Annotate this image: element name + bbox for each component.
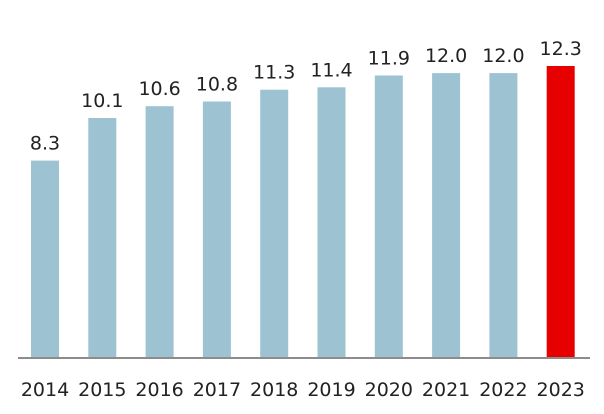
x-tick-label-2014: 2014 [21, 379, 69, 401]
bar-2021 [432, 73, 461, 357]
value-label-2018: 11.3 [253, 62, 295, 84]
value-label-2014: 8.3 [30, 133, 60, 155]
value-label-2022: 12.0 [482, 45, 524, 67]
x-tick-label-2020: 2020 [365, 379, 413, 401]
value-label-2016: 10.6 [138, 78, 180, 100]
value-label-2021: 12.0 [425, 45, 467, 67]
bar-2022 [489, 73, 518, 357]
bar-2015 [88, 118, 117, 357]
x-tick-labels-group: 2014 2015 2016 2017 2018 2019 2020 2021 2022 2023 [21, 379, 585, 401]
bar-2019 [317, 87, 346, 358]
x-tick-label-2022: 2022 [479, 379, 527, 401]
bar-2017 [202, 101, 231, 357]
bar-2020 [374, 75, 403, 357]
value-label-2017: 10.8 [196, 74, 238, 96]
bar-2016 [145, 106, 174, 357]
x-tick-label-2023: 2023 [537, 379, 585, 401]
x-tick-label-2015: 2015 [78, 379, 126, 401]
x-tick-label-2017: 2017 [193, 379, 241, 401]
bars-group [31, 66, 575, 358]
bar-2014 [31, 160, 59, 357]
value-label-2015: 10.1 [81, 90, 123, 112]
x-tick-label-2021: 2021 [422, 379, 470, 401]
bar-2023 [546, 66, 575, 357]
x-tick-label-2019: 2019 [307, 379, 355, 401]
value-label-2020: 11.9 [368, 48, 410, 70]
x-tick-label-2018: 2018 [250, 379, 298, 401]
value-label-2019: 11.4 [310, 59, 352, 81]
value-labels-group: 8.3 10.1 10.6 10.8 11.3 11.4 11.9 12.0 12.0 12.3 [30, 38, 582, 155]
bar-2018 [260, 89, 289, 357]
value-label-2023: 12.3 [540, 38, 582, 60]
x-tick-label-2016: 2016 [135, 379, 183, 401]
